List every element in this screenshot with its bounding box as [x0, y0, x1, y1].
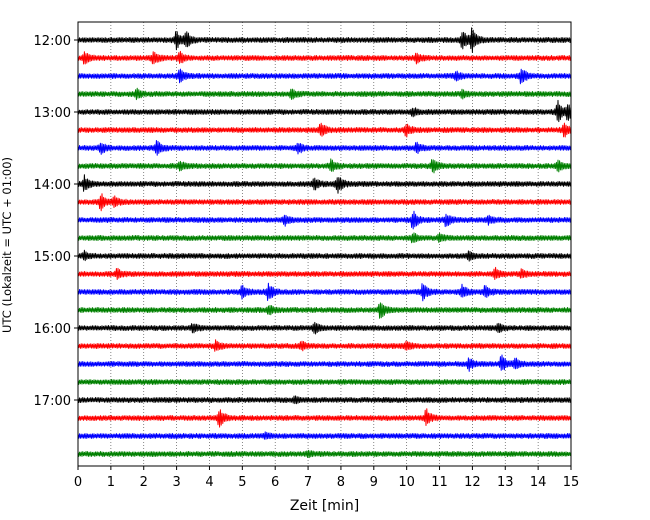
- x-tick-label: 3: [172, 475, 180, 490]
- grid-lines: [110, 22, 539, 466]
- seismogram-trace-1700: [77, 395, 572, 405]
- x-tick-label: 15: [563, 475, 580, 490]
- x-tick-label: 9: [370, 475, 378, 490]
- x-tick-label: 11: [431, 475, 448, 490]
- x-tick-label: 8: [337, 475, 345, 490]
- seismogram-trace-1300: [77, 99, 572, 123]
- x-tick-label: 13: [497, 475, 514, 490]
- seismogram-trace-1430: [77, 210, 572, 230]
- seismogram-trace-1530: [77, 282, 572, 302]
- seismogram-trace-1500: [77, 249, 572, 262]
- x-tick-label: 5: [238, 475, 246, 490]
- y-tick-label: 14:00: [34, 178, 71, 193]
- plot-frame: [77, 21, 572, 467]
- x-axis-ticks: 0 1 2 3 4 5 6 7 8 9 10 11 12 13 14 15: [74, 466, 579, 490]
- y-axis-title: UTC (Lokalzeit = UTC + 01:00): [0, 157, 14, 333]
- seismogram-trace-1745: [77, 449, 572, 459]
- seismogram-trace-1330: [77, 140, 572, 156]
- seismogram-trace-1715: [77, 408, 572, 428]
- seismogram-traces: [77, 27, 572, 459]
- seismogram-trace-1545: [77, 302, 572, 319]
- seismogram-trace-1230: [77, 68, 572, 85]
- x-tick-label: 14: [530, 475, 547, 490]
- x-tick-label: 12: [464, 475, 481, 490]
- y-tick-label: 12:00: [34, 34, 71, 49]
- seismogram-trace-1200: [77, 27, 572, 53]
- x-tick-label: 7: [304, 475, 312, 490]
- seismogram-trace-1615: [77, 339, 572, 352]
- seismogram-trace-1415: [77, 193, 572, 212]
- y-tick-label: 15:00: [34, 250, 71, 265]
- y-axis-ticks: 12:00 13:00 14:00 15:00 16:00 17:00: [34, 34, 78, 409]
- seismogram-trace-1315: [77, 122, 572, 138]
- x-tick-label: 0: [74, 475, 82, 490]
- y-tick-label: 17:00: [34, 394, 71, 409]
- seismogram-trace-1215: [77, 50, 572, 65]
- seismogram-trace-1345: [77, 158, 572, 174]
- x-tick-label: 4: [205, 475, 213, 490]
- seismogram-trace-1600: [77, 321, 572, 335]
- x-tick-label: 1: [107, 475, 115, 490]
- seismogram-trace-1515: [77, 266, 572, 280]
- seismogram-trace-1645: [77, 379, 572, 385]
- seismogram-trace-1245: [77, 87, 572, 101]
- y-tick-label: 13:00: [34, 106, 71, 121]
- x-tick-label: 10: [398, 475, 415, 490]
- seismogram-trace-1445: [77, 232, 572, 244]
- x-tick-label: 6: [271, 475, 279, 490]
- y-tick-label: 16:00: [34, 322, 71, 337]
- x-axis-title: Zeit [min]: [290, 498, 359, 514]
- seismogram-trace-1730: [77, 431, 572, 440]
- seismogram-trace-1630: [77, 354, 572, 372]
- x-tick-label: 2: [140, 475, 148, 490]
- seismogram-trace-1400: [77, 174, 572, 194]
